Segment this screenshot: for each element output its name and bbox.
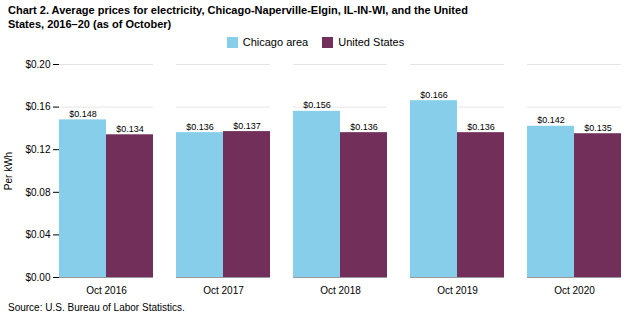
svg-text:Oct 2020: Oct 2020 (554, 285, 595, 296)
svg-text:Oct 2018: Oct 2018 (320, 285, 361, 296)
svg-text:$0.12: $0.12 (25, 144, 50, 155)
svg-text:$0.136: $0.136 (467, 122, 495, 132)
svg-text:$0.166: $0.166 (420, 90, 448, 100)
html-text:Source: U.S. Bureau of Labor S: Source: U.S. Bureau of Labor Statistics. (8, 302, 185, 313)
svg-text:$0.156: $0.156 (303, 100, 331, 110)
svg-text:Oct 2017: Oct 2017 (203, 285, 244, 296)
svg-text:Oct 2019: Oct 2019 (437, 285, 478, 296)
svg-text:$0.148: $0.148 (69, 109, 97, 119)
html-text:Chicago area: Chicago area (242, 36, 309, 48)
svg-text:Oct 2016: Oct 2016 (86, 285, 127, 296)
html-text:Chart 2. Average prices for el: Chart 2. Average prices for electricity,… (8, 4, 468, 16)
svg-text:$0.20: $0.20 (25, 59, 50, 70)
html-text:States, 2016–20 (as of October: States, 2016–20 (as of October) (8, 18, 172, 30)
svg-text:$0.08: $0.08 (25, 187, 50, 198)
svg-text:$0.136: $0.136 (186, 122, 214, 132)
svg-text:$0.135: $0.135 (584, 123, 612, 133)
svg-text:$0.137: $0.137 (233, 121, 261, 131)
svg-text:$0.142: $0.142 (537, 115, 565, 125)
svg-text:Per kWh: Per kWh (3, 152, 14, 190)
html-text:United States: United States (338, 36, 405, 48)
svg-text:$0.136: $0.136 (350, 122, 378, 132)
svg-text:$0.00: $0.00 (25, 272, 50, 283)
svg-text:$0.04: $0.04 (25, 229, 50, 240)
svg-text:$0.134: $0.134 (116, 124, 144, 134)
svg-text:$0.16: $0.16 (25, 101, 50, 112)
